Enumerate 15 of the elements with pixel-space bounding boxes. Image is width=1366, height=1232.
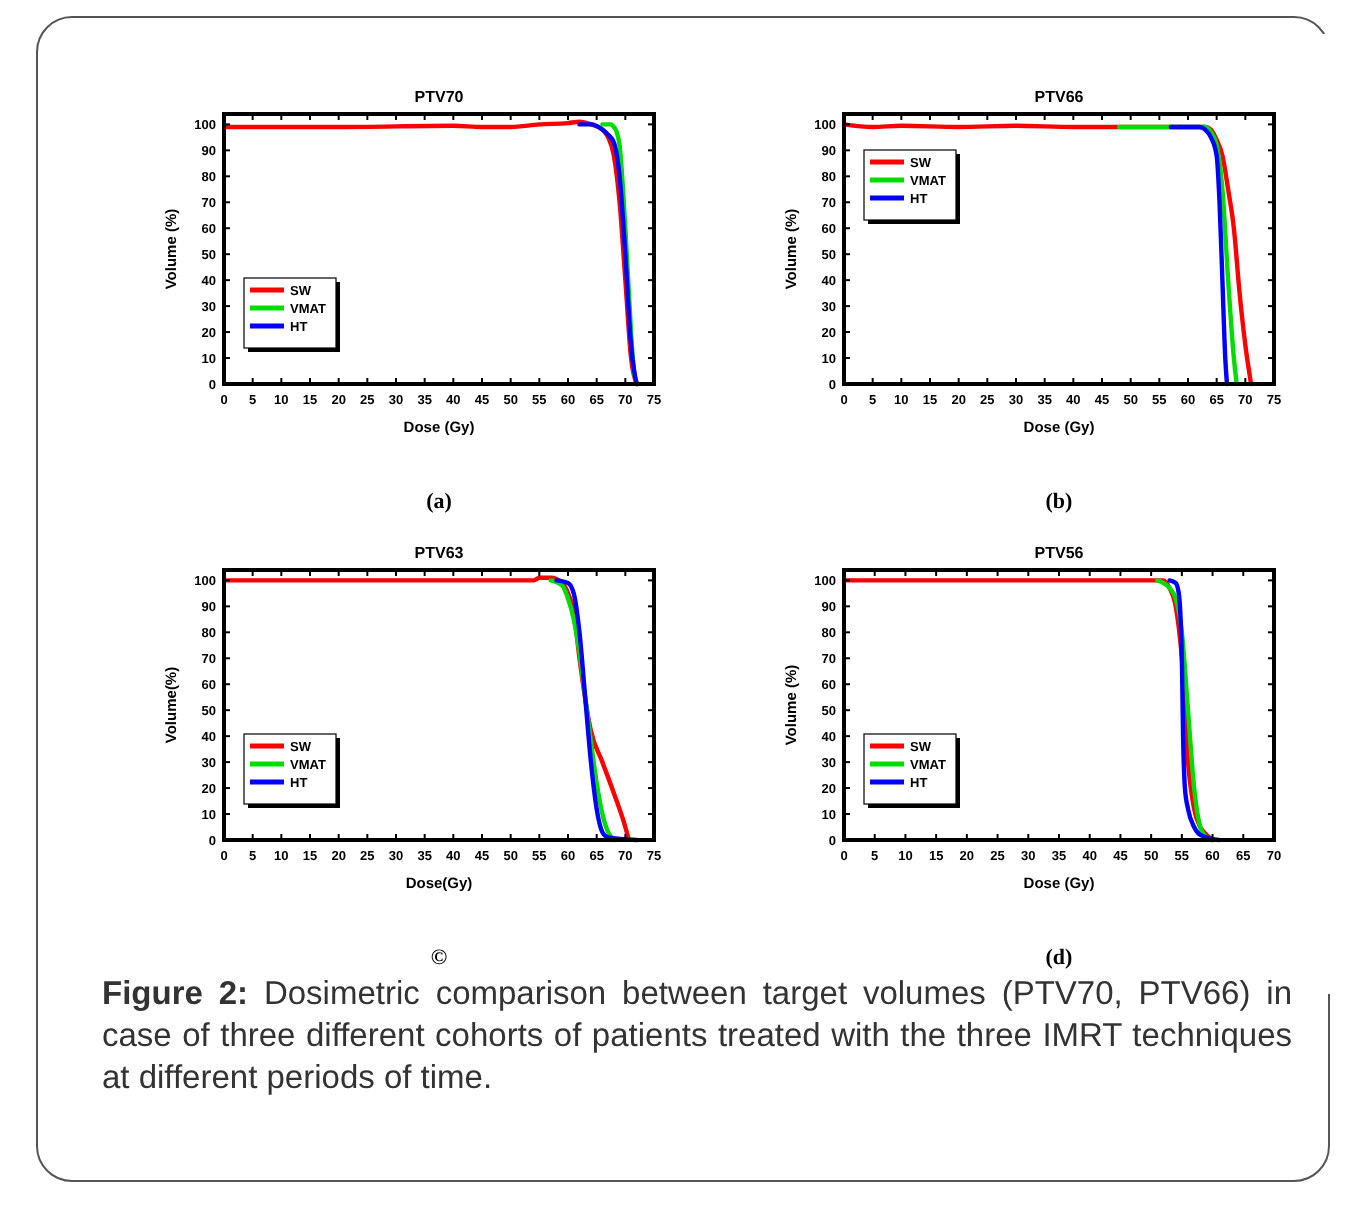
line-series — [1168, 124, 1230, 387]
line-series — [221, 575, 631, 840]
chart-title: PTV56 — [1034, 544, 1085, 562]
text: © — [430, 946, 448, 970]
text: (d) — [1045, 946, 1074, 970]
chart-title: PTV66 — [1034, 88, 1085, 106]
text: (a) — [426, 490, 453, 514]
line-series — [1117, 124, 1239, 387]
line-series — [1167, 578, 1221, 843]
text: (b) — [1045, 490, 1074, 514]
line-series — [577, 122, 639, 387]
line-series — [600, 122, 639, 387]
chart-title: PTV70 — [414, 88, 465, 106]
caption: Figure 2: Dosimetric comparison between target volumes (PTV70, PTV66) in case of three different cohorts of patients treated with the three IMRT techniques at different periods of time. — [102, 976, 1292, 1096]
chart-title: PTV63 — [414, 544, 465, 562]
